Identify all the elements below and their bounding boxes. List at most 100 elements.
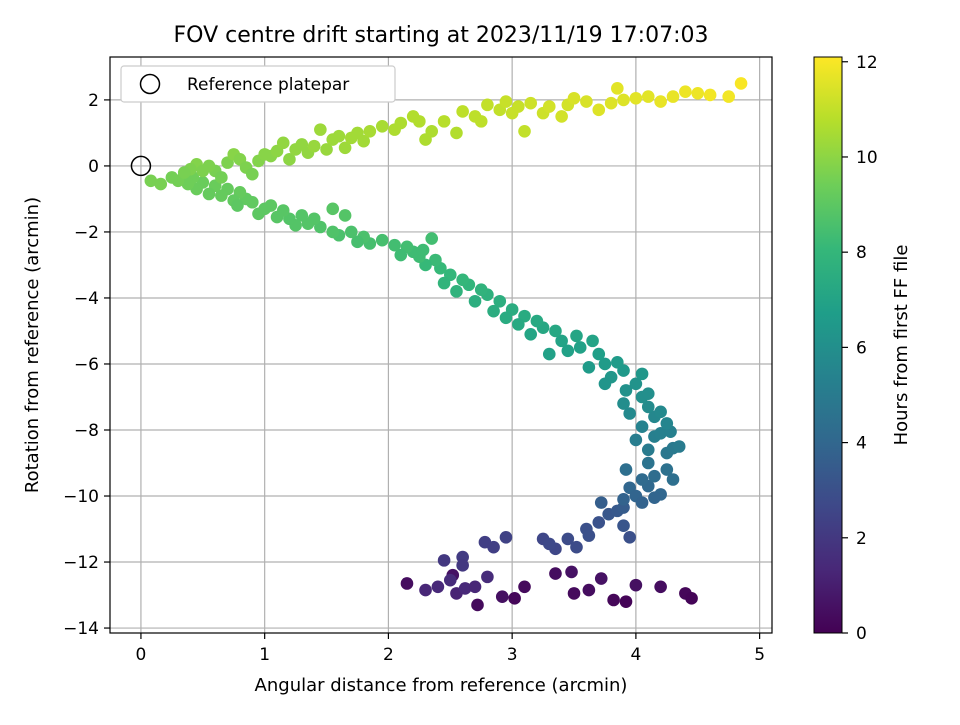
legend-marker-icon [139, 73, 161, 95]
data-point [252, 207, 265, 221]
data-point [245, 167, 259, 181]
data-point [215, 189, 228, 202]
data-point [592, 103, 606, 117]
data-point [499, 311, 513, 325]
colorbar-label: Hours from first FF file [891, 245, 912, 446]
data-point [375, 233, 389, 247]
data-point [648, 491, 661, 504]
data-point [468, 580, 482, 594]
data-point [437, 276, 451, 290]
data-point [512, 100, 525, 113]
data-point [648, 469, 661, 483]
data-point [617, 93, 630, 107]
data-point [487, 304, 500, 318]
colorbar-tick-label: 8 [856, 243, 867, 263]
y-tick-label: −8 [74, 421, 99, 441]
data-point [635, 496, 649, 509]
data-point [611, 82, 624, 95]
data-point [617, 519, 630, 533]
y-tick-label: −2 [74, 223, 99, 243]
y-tick-label: −6 [74, 355, 99, 375]
data-point [703, 88, 717, 102]
data-point [344, 225, 358, 239]
data-point [357, 134, 370, 148]
data-point [623, 530, 637, 544]
data-point [619, 384, 633, 397]
x-axis-label: Angular distance from reference (arcmin) [255, 675, 628, 696]
data-point [177, 166, 191, 179]
data-point [629, 578, 643, 592]
data-point [641, 90, 655, 103]
data-point [629, 433, 643, 447]
data-point [549, 567, 562, 580]
data-point [617, 397, 630, 410]
data-point [555, 334, 568, 348]
reference-marker [130, 155, 152, 177]
colorbar-tick-label: 2 [856, 529, 867, 549]
x-tick-label: 5 [754, 645, 765, 665]
data-point [518, 580, 531, 594]
data-point [629, 91, 643, 105]
x-tick-label: 2 [383, 645, 394, 665]
data-point [691, 87, 705, 100]
data-point [629, 377, 643, 391]
data-point [722, 90, 735, 103]
data-point [619, 595, 633, 608]
data-point [641, 400, 655, 414]
data-point [154, 177, 168, 191]
data-point [165, 171, 179, 184]
data-point [429, 253, 442, 267]
data-point [388, 238, 401, 252]
data-point [375, 120, 389, 133]
data-point [582, 360, 596, 374]
data-point [623, 407, 637, 420]
data-point [215, 171, 228, 184]
data-point [654, 95, 667, 108]
data-point [431, 580, 445, 594]
data-point [450, 126, 463, 140]
data-point [326, 225, 340, 239]
x-tick-label: 0 [136, 645, 147, 665]
data-point [425, 124, 439, 138]
data-point [512, 318, 525, 331]
data-point [416, 243, 430, 257]
data-point [592, 516, 606, 529]
data-point [570, 329, 583, 343]
colorbar-tick-label: 12 [856, 53, 878, 73]
data-point [499, 95, 513, 108]
data-point [276, 136, 290, 150]
y-tick-label: −12 [63, 553, 99, 573]
legend-box [120, 65, 396, 103]
data-point [437, 115, 451, 128]
data-point [586, 334, 599, 348]
data-point [144, 174, 158, 188]
data-point [679, 85, 692, 98]
data-point [400, 577, 414, 590]
data-point [338, 141, 352, 155]
y-tick-label: 2 [88, 91, 99, 111]
colorbar-tick-label: 6 [856, 338, 867, 358]
data-point [561, 532, 575, 546]
data-point [471, 598, 484, 612]
data-point [542, 100, 556, 113]
data-point [437, 554, 451, 567]
data-point [619, 463, 633, 476]
data-point [443, 573, 457, 587]
data-point [565, 565, 578, 579]
data-point [607, 593, 620, 607]
data-point [458, 582, 472, 595]
data-point [567, 91, 581, 105]
data-point [582, 529, 596, 542]
x-tick-label: 1 [259, 645, 270, 665]
data-point [456, 105, 469, 118]
data-point [685, 592, 698, 605]
data-point [582, 583, 596, 597]
data-point [495, 590, 509, 603]
data-point [524, 327, 538, 341]
data-point [570, 540, 583, 554]
data-point [666, 473, 680, 486]
data-point [487, 540, 500, 554]
data-point [641, 387, 655, 400]
data-point [481, 570, 494, 584]
